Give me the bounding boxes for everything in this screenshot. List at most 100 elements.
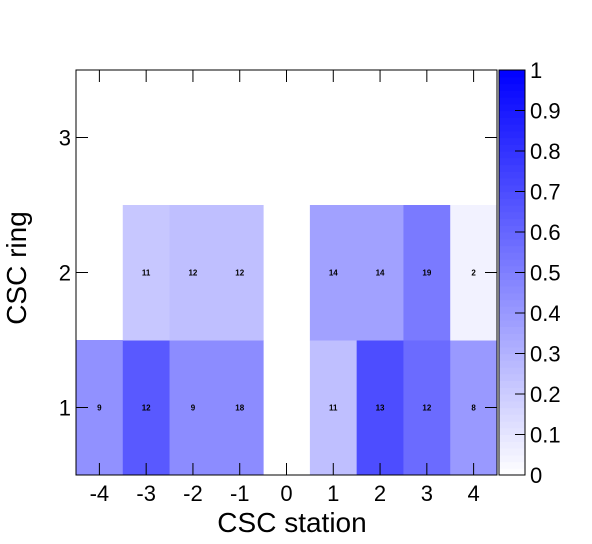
colorbar-segment <box>499 171 525 179</box>
colorbar-segment <box>499 367 525 375</box>
cell-value-label: 9 <box>97 404 102 413</box>
colorbar-segment <box>499 157 525 166</box>
colorbar-segment <box>499 441 525 449</box>
colorbar-tick-label: 0.7 <box>530 180 561 205</box>
cells-layer <box>76 205 498 476</box>
colorbar-segment <box>499 130 525 139</box>
colorbar-segment <box>499 245 525 253</box>
colorbar-segment <box>499 448 525 456</box>
colorbar-segment <box>499 151 525 159</box>
colorbar-tick-label: 0.3 <box>530 342 561 367</box>
x-tick-label: 0 <box>280 481 292 506</box>
heatmap-cell <box>356 205 404 341</box>
colorbar-segment <box>499 110 525 118</box>
x-tick-label: 3 <box>421 481 433 506</box>
x-tick-label: -2 <box>183 481 203 506</box>
colorbar-segment <box>499 90 525 98</box>
colorbar-segment <box>499 164 525 172</box>
colorbar-segment <box>499 205 525 213</box>
colorbar-tick-label: 0.4 <box>530 301 561 326</box>
heatmap-cell <box>216 340 264 476</box>
colorbar-segment <box>499 319 525 328</box>
y-tick-label: 1 <box>59 396 71 421</box>
cell-value-label: 12 <box>422 404 431 413</box>
colorbar-segment <box>499 461 525 469</box>
colorbar-segment <box>499 421 525 429</box>
colorbar-tick-label: 0.2 <box>530 382 561 407</box>
colorbar-segment <box>499 198 525 206</box>
colorbar-segment <box>499 468 525 476</box>
colorbar-segment <box>499 272 525 280</box>
cell-value-label: 9 <box>191 404 196 413</box>
cell-value-label: 14 <box>329 269 338 278</box>
colorbar-segment <box>499 259 525 267</box>
cell-value-label: 11 <box>329 404 338 413</box>
colorbar-segment <box>499 137 525 145</box>
cell-value-label: 12 <box>188 269 197 278</box>
colorbar-segment <box>499 360 525 368</box>
colorbar-tick-label: 0.5 <box>530 261 561 286</box>
cell-value-label: 18 <box>235 404 244 413</box>
cell-value-label: 2 <box>471 269 476 278</box>
colorbar-segment <box>499 340 525 348</box>
colorbar-segment <box>499 400 525 409</box>
x-tick-label: -3 <box>136 481 156 506</box>
colorbar-segment <box>499 178 525 186</box>
colorbar-segment <box>499 124 525 132</box>
colorbar-segment <box>499 326 525 334</box>
colorbar-segment <box>499 232 525 240</box>
cell-value-label: 8 <box>471 404 476 413</box>
x-axis-title: CSC station <box>217 507 366 538</box>
cell-value-label: 12 <box>142 404 151 413</box>
colorbar-segment <box>499 70 525 78</box>
colorbar-segment <box>499 103 525 112</box>
y-tick-label: 3 <box>59 126 71 151</box>
colorbar-segment <box>499 184 525 193</box>
colorbar-segment <box>499 454 525 463</box>
cell-value-label: 11 <box>142 269 151 278</box>
colorbar-segment <box>499 407 525 415</box>
colorbar-segment <box>499 225 525 233</box>
heatmap-cell <box>122 205 171 341</box>
heatmap-cell <box>122 340 171 476</box>
colorbar-tick-label: 0 <box>530 463 542 488</box>
colorbar-segment <box>499 373 525 382</box>
heatmap-cell <box>169 340 217 476</box>
colorbar-tick-label: 0.6 <box>530 220 561 245</box>
colorbar-segment <box>499 191 525 199</box>
x-tick-label: 2 <box>374 481 386 506</box>
colorbar-segment <box>499 387 525 395</box>
colorbar-segment <box>499 252 525 260</box>
cell-value-label: 19 <box>422 269 431 278</box>
x-tick-label: 4 <box>467 481 479 506</box>
colorbar-segment <box>499 117 525 125</box>
colorbar-segment <box>499 292 525 301</box>
colorbar-segment <box>499 265 525 274</box>
x-tick-label: -1 <box>230 481 250 506</box>
heatmap-cell <box>216 205 264 341</box>
heatmap-cell <box>169 205 217 341</box>
colorbar-segment <box>499 414 525 422</box>
colorbar-segment <box>499 434 525 442</box>
y-tick-label: 2 <box>59 261 71 286</box>
colorbar-segment <box>499 279 525 287</box>
x-tick-label: 1 <box>327 481 339 506</box>
colorbar-segment <box>499 211 525 220</box>
colorbar-tick-label: 0.1 <box>530 423 561 448</box>
colorbar-segment <box>499 299 525 307</box>
colorbar-segment <box>499 394 525 402</box>
colorbar-segment <box>499 353 525 361</box>
colorbar-segment <box>499 97 525 105</box>
colorbar-segment <box>499 144 525 152</box>
colorbar-segment <box>499 346 525 355</box>
heatmap-cell <box>356 340 404 476</box>
cell-value-label: 12 <box>235 269 244 278</box>
colorbar-segment <box>499 286 525 294</box>
colorbar-tick-label: 0.8 <box>530 139 561 164</box>
heatmap-cell <box>403 340 451 476</box>
colorbar-segment <box>499 238 525 247</box>
colorbar-segment <box>499 306 525 314</box>
colorbar-segment <box>499 83 525 91</box>
